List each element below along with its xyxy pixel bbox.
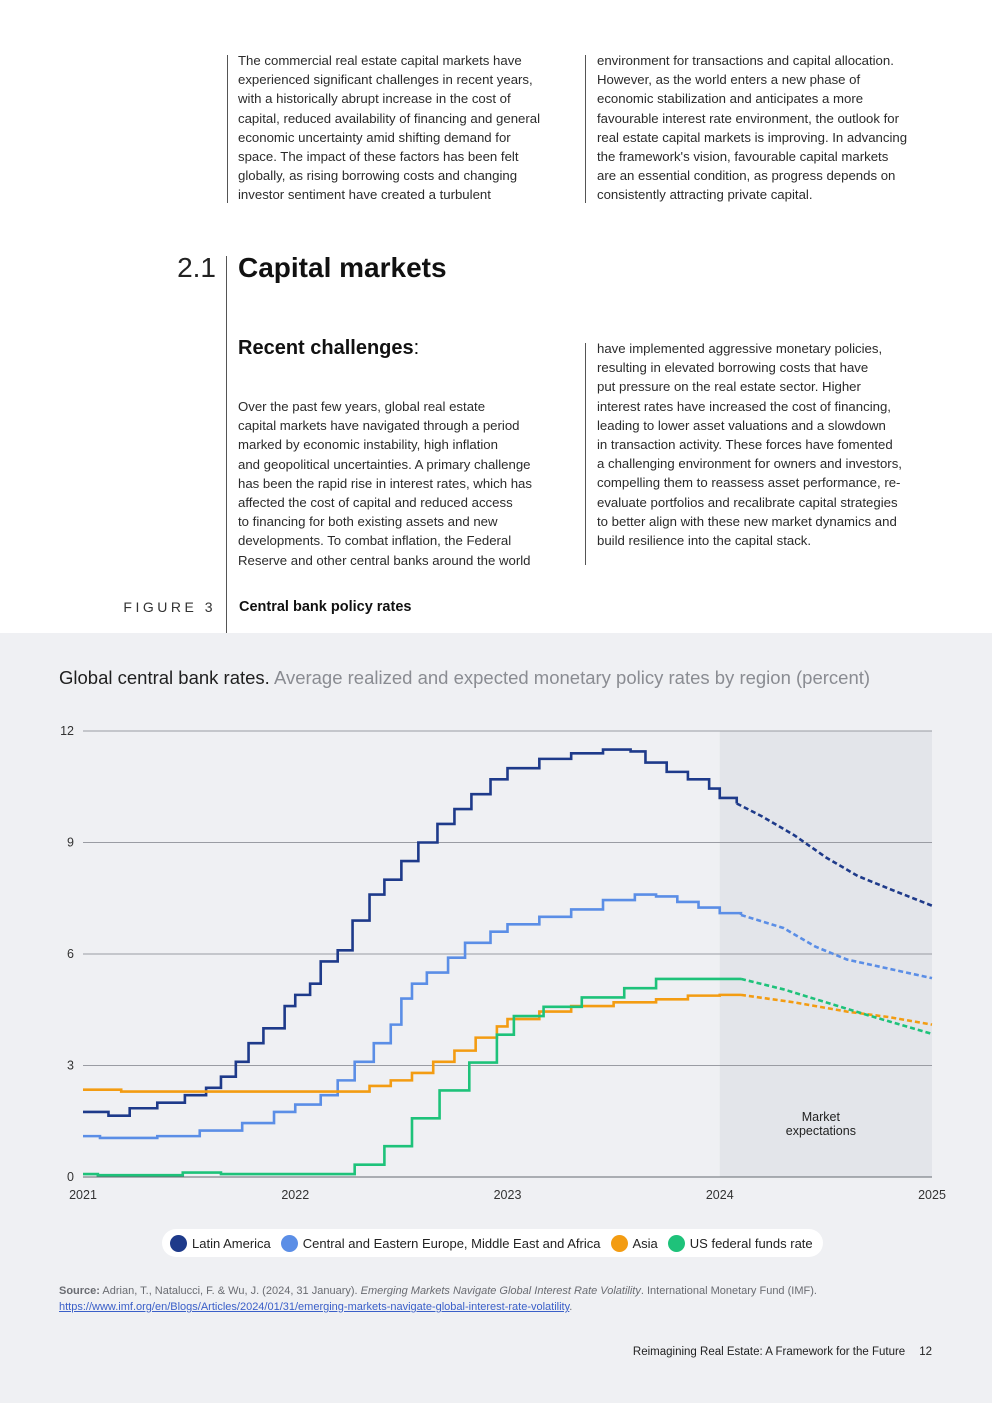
series-0-realized-line xyxy=(83,748,739,1117)
legend-label-latin-america: Latin America xyxy=(192,1235,271,1251)
page-footer: Reimagining Real Estate: A Framework for… xyxy=(560,1346,932,1358)
intro-col1-rule xyxy=(227,55,228,203)
y-tick-label: 3 xyxy=(67,1059,74,1073)
section-title: Capital markets xyxy=(238,252,447,283)
footer-title-bold: Reimagining Real Estate: xyxy=(632,1346,763,1358)
x-tick-label: 2022 xyxy=(281,1188,309,1202)
series-1-expected-line xyxy=(740,913,933,980)
source-title: Emerging Markets Navigate Global Interes… xyxy=(360,1285,641,1297)
chart-subtitle: Average realized and expected monetary p… xyxy=(273,667,871,688)
source-authors: Adrian, T., Natalucci, F. & Wu, J. (2024… xyxy=(102,1285,358,1297)
legend-swatch-ceemea xyxy=(280,1234,298,1252)
legend-item-latin-america: Latin America xyxy=(170,1234,271,1252)
source-label: Source: xyxy=(59,1285,100,1297)
series-2-expected-line xyxy=(740,993,933,1026)
source-publisher: . International Monetary Fund (IMF). xyxy=(640,1285,817,1297)
y-tick-label: 9 xyxy=(67,836,74,850)
subsection-heading-colon: : xyxy=(413,337,420,359)
x-tick-label: 2023 xyxy=(494,1188,522,1202)
section-number: 2.1 xyxy=(177,252,216,283)
legend-label-us-fed: US federal funds rate xyxy=(689,1235,813,1251)
legend-swatch-latin-america xyxy=(170,1234,187,1252)
y-tick-label: 6 xyxy=(67,947,74,961)
footer-title-rest: A Framework for the Future xyxy=(762,1346,906,1358)
series-3-expected-line xyxy=(740,977,933,1036)
market-expectations-label: expectations xyxy=(786,1124,856,1138)
intro-paragraph-col1: The commercial real estate capital marke… xyxy=(238,53,541,203)
legend-label-asia: Asia xyxy=(632,1235,658,1251)
subsection-paragraph-col2: have implemented aggressive monetary pol… xyxy=(597,341,902,549)
legend-item-asia: Asia xyxy=(610,1234,658,1252)
series-0-expected-line xyxy=(736,802,933,907)
figure-label: FIGURE 3 xyxy=(123,599,216,615)
series-3-realized-line xyxy=(83,977,741,1177)
chart-heading: Global central bank rates. Average reali… xyxy=(59,667,870,689)
y-tick-label: 0 xyxy=(67,1170,74,1184)
legend-label-ceemea: Central and Eastern Europe, Middle East … xyxy=(302,1235,601,1251)
subsection-paragraph-col1: Over the past few years, global real est… xyxy=(238,399,532,568)
policy-rates-chart: 0 3 6 9 12 2021 2022 2023 2024 2025 Marketexpecta… xyxy=(60,724,946,1202)
section-rule xyxy=(226,256,227,633)
series-1-realized-line xyxy=(83,893,743,1140)
source-url-suffix: . xyxy=(569,1301,573,1313)
x-tick-label: 2024 xyxy=(706,1188,734,1202)
source-note: Source: Adrian, T., Natalucci, F. & Wu, … xyxy=(59,1283,939,1315)
intro-paragraph-col2: environment for transactions and capital… xyxy=(597,53,908,203)
page-number: 12 xyxy=(919,1346,932,1358)
x-tick-label: 2021 xyxy=(69,1188,97,1202)
subsection-col2-rule xyxy=(585,343,586,565)
legend-item-ceemea: Central and Eastern Europe, Middle East … xyxy=(280,1234,601,1252)
subsection-heading: Recent challenges: xyxy=(238,337,419,360)
figure-title: Central bank policy rates xyxy=(239,599,412,615)
y-tick-label: 12 xyxy=(60,724,74,738)
chart-title: Global central bank rates. xyxy=(59,667,270,688)
legend-item-us-fed: US federal funds rate xyxy=(667,1234,813,1252)
intro-col2-rule xyxy=(585,55,586,203)
chart-legend: Latin America Central and Eastern Europe… xyxy=(162,1229,823,1257)
subsection-heading-text: Recent challenges xyxy=(238,337,414,359)
legend-swatch-us-fed xyxy=(667,1234,685,1252)
series-2-realized-line xyxy=(83,993,741,1093)
source-link[interactable]: https://www.imf.org/en/Blogs/Articles/20… xyxy=(59,1301,570,1313)
legend-swatch-asia xyxy=(610,1234,628,1252)
x-tick-label: 2025 xyxy=(918,1188,946,1202)
market-expectations-label: Market xyxy=(802,1110,841,1124)
